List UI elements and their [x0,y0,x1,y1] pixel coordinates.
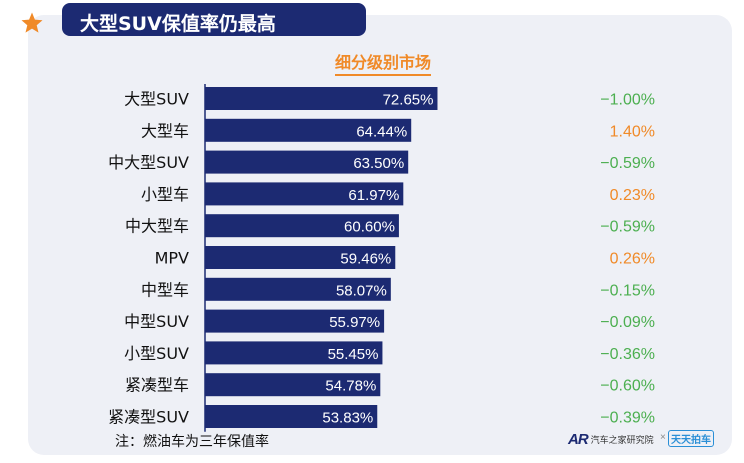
bar-3 [205,182,404,206]
bar-5 [205,246,396,269]
bar-value-label: 60.60% [344,219,395,236]
footnote: 注：燃油车为三年保值率 [115,434,269,450]
category-label: MPV [155,249,189,268]
page-title: 大型SUV保值率仍最高 [80,13,276,35]
bar-value-label: 61.97% [348,187,399,204]
bar-9 [205,373,381,397]
category-label: 中大型车 [125,217,189,236]
change-label: 0.23% [610,187,655,204]
bar-value-label: 55.97% [329,314,380,331]
change-label: −0.15% [600,282,655,299]
change-label: −1.00% [600,92,655,109]
bar-value-label: 53.83% [322,410,373,427]
change-label: 1.40% [610,123,655,140]
chart-subtitle: 细分级别市场 [335,49,432,76]
bar-2 [205,150,409,174]
category-label: 中型车 [141,280,189,299]
brand-ttpai: 天天拍车 [668,430,714,447]
bar-value-label: 58.07% [336,282,387,299]
bar-0 [205,87,438,110]
category-label: 大型车 [141,121,189,140]
change-label: −0.39% [600,410,655,427]
bar-10 [205,405,378,428]
bar-8 [205,341,383,365]
category-label: 紧凑型车 [125,376,189,395]
bar-value-label: 63.50% [353,155,404,172]
bar-value-label: 59.46% [340,251,391,268]
brand-separator: × [660,432,666,443]
bar-value-label: 55.45% [328,346,379,363]
category-label: 小型车 [141,185,189,204]
title-bar: 大型SUV保值率仍最高 [62,3,366,36]
category-label: 小型SUV [124,344,189,363]
bar-1 [205,118,412,142]
brand-logo-icon: AR [568,430,589,448]
change-label: −0.60% [600,378,655,395]
category-label: 紧凑型SUV [108,408,189,427]
bar-value-label: 72.65% [383,92,434,109]
bar-7 [205,309,385,333]
category-label: 中大型SUV [108,153,189,172]
bar-6 [205,277,391,301]
change-label: −0.36% [600,346,655,363]
category-label: 中型SUV [124,312,189,331]
bar-value-label: 64.44% [356,123,407,140]
change-label: −0.09% [600,314,655,331]
change-label: 0.26% [610,251,655,268]
star-icon [21,12,43,33]
category-label: 大型SUV [124,90,189,109]
change-label: −0.59% [600,155,655,172]
brand-name: 汽车之家研究院 [590,435,654,446]
bar-4 [205,214,399,238]
brand-autohome-research: AR 汽车之家研究院 [568,430,654,448]
bar-value-label: 54.78% [325,378,376,395]
change-label: −0.59% [600,219,655,236]
